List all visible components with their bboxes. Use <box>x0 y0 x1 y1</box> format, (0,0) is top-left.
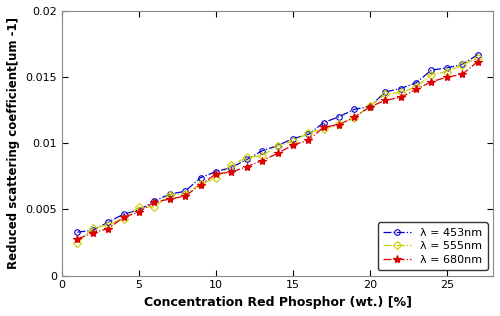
λ = 555nm <box>198 182 203 186</box>
λ = 453nm <box>167 192 173 196</box>
λ = 680nm <box>152 200 158 204</box>
λ = 453nm <box>352 107 358 111</box>
λ = 680nm <box>336 123 342 126</box>
λ = 555nm <box>352 116 358 120</box>
λ = 680nm <box>444 75 450 79</box>
λ = 453nm <box>244 158 250 161</box>
λ = 680nm <box>352 115 358 119</box>
λ = 555nm <box>167 193 173 197</box>
λ = 555nm <box>213 176 219 180</box>
λ = 453nm <box>336 115 342 118</box>
Line: λ = 555nm: λ = 555nm <box>74 55 480 246</box>
λ = 453nm <box>306 132 312 136</box>
Legend: λ = 453nm, λ = 555nm, λ = 680nm: λ = 453nm, λ = 555nm, λ = 680nm <box>378 222 488 270</box>
λ = 453nm <box>90 228 96 232</box>
λ = 453nm <box>228 166 234 169</box>
λ = 555nm <box>367 104 373 108</box>
λ = 680nm <box>105 227 111 231</box>
λ = 555nm <box>306 131 312 135</box>
λ = 453nm <box>367 105 373 108</box>
λ = 453nm <box>382 90 388 94</box>
Line: λ = 453nm: λ = 453nm <box>74 52 480 235</box>
λ = 453nm <box>152 199 158 203</box>
λ = 453nm <box>274 144 280 148</box>
λ = 555nm <box>290 140 296 143</box>
λ = 453nm <box>474 53 480 57</box>
λ = 555nm <box>320 127 326 131</box>
λ = 555nm <box>336 123 342 126</box>
λ = 453nm <box>213 170 219 173</box>
λ = 555nm <box>120 216 126 220</box>
λ = 555nm <box>274 144 280 148</box>
λ = 680nm <box>460 72 466 76</box>
λ = 680nm <box>182 194 188 198</box>
λ = 555nm <box>152 205 158 209</box>
λ = 555nm <box>413 85 419 89</box>
λ = 680nm <box>320 125 326 129</box>
λ = 555nm <box>259 154 265 157</box>
λ = 555nm <box>105 223 111 227</box>
λ = 680nm <box>428 80 434 84</box>
λ = 680nm <box>474 60 480 64</box>
λ = 680nm <box>367 105 373 109</box>
λ = 453nm <box>320 121 326 125</box>
λ = 680nm <box>90 231 96 234</box>
λ = 555nm <box>428 73 434 76</box>
λ = 453nm <box>259 149 265 153</box>
λ = 453nm <box>182 189 188 193</box>
λ = 453nm <box>120 212 126 216</box>
λ = 555nm <box>244 155 250 159</box>
λ = 453nm <box>136 208 142 212</box>
X-axis label: Concentration Red Phosphor (wt.) [%]: Concentration Red Phosphor (wt.) [%] <box>144 296 412 309</box>
λ = 680nm <box>290 143 296 147</box>
λ = 680nm <box>306 138 312 142</box>
λ = 453nm <box>398 87 404 90</box>
Y-axis label: Reduced scattering coefficient[um -1]: Reduced scattering coefficient[um -1] <box>7 17 20 269</box>
λ = 555nm <box>228 163 234 167</box>
λ = 680nm <box>382 98 388 102</box>
λ = 680nm <box>198 183 203 187</box>
λ = 680nm <box>244 165 250 168</box>
λ = 453nm <box>290 137 296 141</box>
λ = 555nm <box>382 93 388 96</box>
λ = 555nm <box>444 70 450 74</box>
λ = 680nm <box>228 170 234 174</box>
λ = 680nm <box>413 88 419 91</box>
λ = 680nm <box>398 95 404 99</box>
λ = 453nm <box>74 230 80 234</box>
λ = 680nm <box>167 197 173 201</box>
λ = 453nm <box>444 66 450 70</box>
λ = 453nm <box>460 62 466 66</box>
Line: λ = 680nm: λ = 680nm <box>73 58 482 243</box>
λ = 555nm <box>136 205 142 209</box>
λ = 555nm <box>398 90 404 94</box>
λ = 453nm <box>198 176 203 179</box>
λ = 555nm <box>474 56 480 60</box>
λ = 680nm <box>259 159 265 162</box>
λ = 555nm <box>90 226 96 230</box>
λ = 453nm <box>428 68 434 72</box>
λ = 680nm <box>213 172 219 176</box>
λ = 453nm <box>413 81 419 85</box>
λ = 555nm <box>74 241 80 245</box>
λ = 680nm <box>120 216 126 219</box>
λ = 453nm <box>105 220 111 224</box>
λ = 680nm <box>74 237 80 241</box>
λ = 680nm <box>274 152 280 155</box>
λ = 555nm <box>182 192 188 196</box>
λ = 555nm <box>460 63 466 67</box>
λ = 680nm <box>136 210 142 214</box>
